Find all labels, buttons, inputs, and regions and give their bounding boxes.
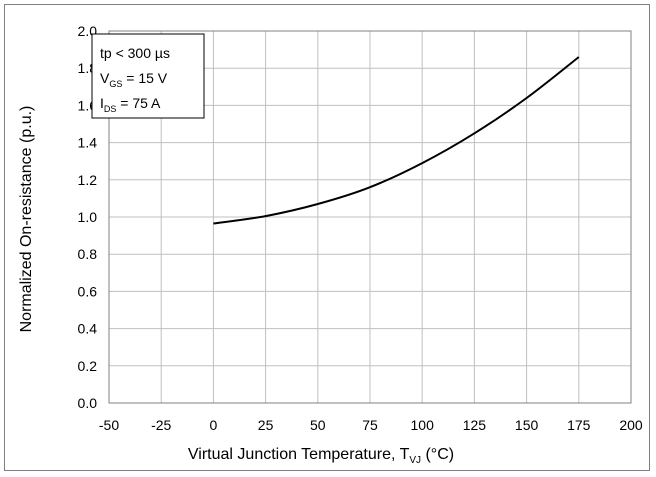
- chart-svg: 0.00.20.40.60.81.01.21.41.61.82.0 -50 -25…: [18, 23, 643, 466]
- x-tick-label: 100: [411, 417, 435, 433]
- x-tick-labels: -50 -25 0 25 50 75 100 125 150 175 200: [99, 417, 643, 433]
- x-tick-label: 75: [362, 417, 378, 433]
- y-tick-label: 0.6: [78, 283, 98, 299]
- x-tick-label: 150: [515, 417, 539, 433]
- annotation-line1: tp < 300 µs: [100, 45, 170, 61]
- series-line: [213, 56, 580, 225]
- y-tick-label: 0.4: [78, 321, 98, 337]
- x-tick-label: 125: [463, 417, 487, 433]
- y-tick-label: 0.0: [78, 395, 98, 411]
- y-axis-label: Normalized On-resistance (p.u.): [18, 106, 35, 333]
- annotation-line3: IDS = 75 A: [100, 95, 161, 114]
- annotation-box: tp < 300 µs VGS = 15 V IDS = 75 A: [91, 33, 205, 119]
- x-tick-label: 50: [310, 417, 326, 433]
- annotation-line2: VGS = 15 V: [100, 70, 168, 89]
- x-tick-label: 175: [567, 417, 591, 433]
- y-tick-labels: 0.00.20.40.60.81.01.21.41.61.82.0: [78, 23, 98, 411]
- x-tick-label: 0: [210, 417, 218, 433]
- y-tick-label: 1.4: [78, 135, 98, 151]
- plot-area-border: [108, 30, 632, 404]
- x-tick-label: 200: [619, 417, 643, 433]
- x-tick-label: 25: [258, 417, 274, 433]
- y-tick-label: 1.0: [78, 209, 98, 225]
- x-axis-label: Virtual Junction Temperature, TVJ (°C): [188, 446, 454, 466]
- y-tick-label: 1.2: [78, 172, 98, 188]
- x-tick-label: -25: [151, 417, 171, 433]
- y-tick-label: 0.2: [78, 358, 98, 374]
- chart-frame: 0.0 0.2 0.4 0.6 0.8 1.0 1.2 1.4 1.6 1.8 2.0 -50 -25…: [4, 4, 650, 471]
- y-tick-label: 0.8: [78, 246, 98, 262]
- x-tick-label: -50: [99, 417, 119, 433]
